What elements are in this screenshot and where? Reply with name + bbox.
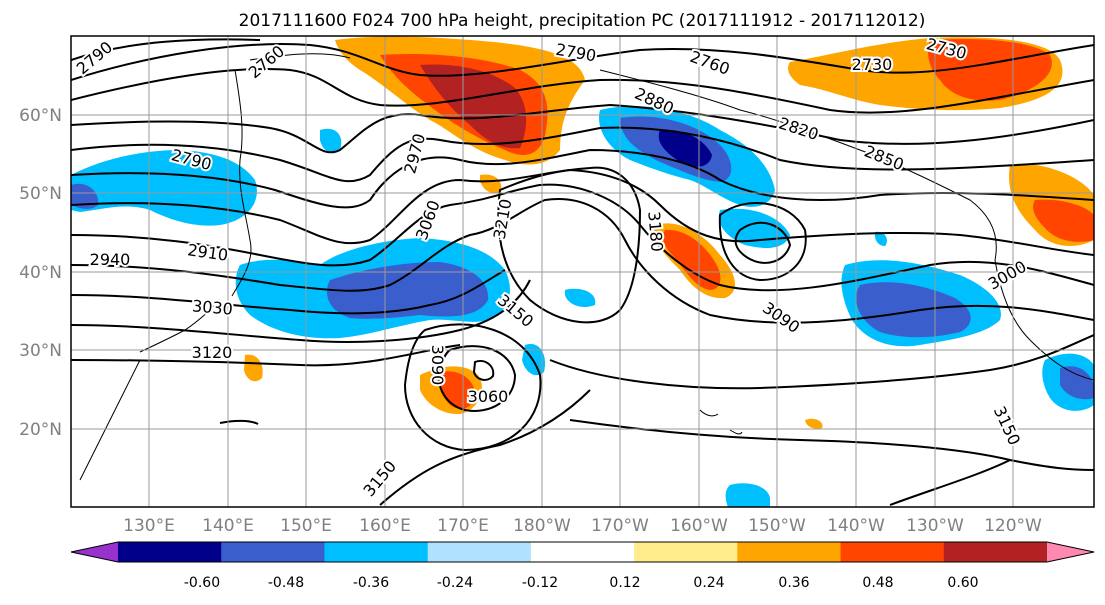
colorbar-segment: [943, 542, 1048, 562]
colorbar-under-extension: [71, 542, 118, 562]
lon-label: 180°W: [513, 516, 571, 536]
map-panel: 2790 2760 2790 2760 2730 2730 2880 2820 …: [71, 36, 1094, 507]
lon-label: 150°W: [748, 516, 806, 536]
contour-label: 2940: [90, 250, 131, 269]
coastlines: [79, 53, 1094, 481]
lon-label: 120°W: [984, 516, 1042, 536]
colorbar-tick-label: -0.48: [268, 575, 304, 591]
colorbar-tick-label: 0.60: [947, 575, 978, 591]
colorbar-tick-label: 0.12: [609, 575, 640, 591]
colorbar-tick-label: -0.36: [353, 575, 389, 591]
lat-label: 50°N: [19, 184, 62, 204]
lat-label: 20°N: [19, 420, 62, 440]
lon-label: 170°W: [591, 516, 649, 536]
lat-label: 30°N: [19, 341, 62, 361]
graticule: [71, 36, 1094, 507]
colorbar-segment: [737, 542, 842, 562]
colorbar-tick-label: 0.24: [693, 575, 724, 591]
colorbar-tick-label: 0.36: [778, 575, 809, 591]
lon-label: 130°E: [123, 516, 175, 536]
contour-label: 3180: [644, 210, 666, 252]
colorbar-segment: [221, 542, 325, 562]
colorbar-segment: [530, 542, 635, 562]
map-frame: [70, 35, 1095, 508]
lon-label: 160°W: [670, 516, 728, 536]
colorbar-over-extension: [1047, 542, 1094, 562]
contour-label: 3120: [192, 343, 233, 362]
colorbar: [70, 541, 1095, 563]
colorbar-segment: [118, 542, 222, 562]
contour-label: 3060: [468, 387, 509, 406]
longitude-labels: 130°E 140°E 150°E 160°E 170°E 180°W 170°…: [123, 516, 1042, 536]
height-contours: [71, 38, 1094, 506]
colorbar-tick-label: -0.24: [437, 575, 473, 591]
lon-label: 130°W: [906, 516, 964, 536]
colorbar-tick-label: -0.60: [184, 575, 220, 591]
lon-label: 170°E: [437, 516, 489, 536]
contour-label: 2730: [852, 55, 893, 74]
latitude-labels: 60°N 50°N 40°N 30°N 20°N: [19, 106, 62, 440]
colorbar-segment: [840, 542, 945, 562]
colorbar-segment: [634, 542, 738, 562]
colorbar-segment: [427, 542, 532, 562]
colorbar-tick-label: 0.48: [862, 575, 893, 591]
chart-title: 2017111600 F024 700 hPa height, precipit…: [239, 11, 926, 31]
lat-label: 60°N: [19, 106, 62, 126]
lon-label: 160°E: [359, 516, 411, 536]
contour-label: 3030: [191, 296, 233, 318]
lon-label: 150°E: [280, 516, 332, 536]
colorbar-outline: [70, 541, 1095, 563]
lat-label: 40°N: [19, 263, 62, 283]
colorbar-tick-labels: -0.60 -0.48 -0.36 -0.24 -0.12 0.12 0.24 …: [184, 575, 979, 591]
colorbar-segment: [324, 542, 429, 562]
contour-label: 3090: [428, 345, 447, 386]
lon-label: 140°W: [827, 516, 885, 536]
colorbar-tick-label: -0.12: [522, 575, 558, 591]
lon-label: 140°E: [202, 516, 254, 536]
